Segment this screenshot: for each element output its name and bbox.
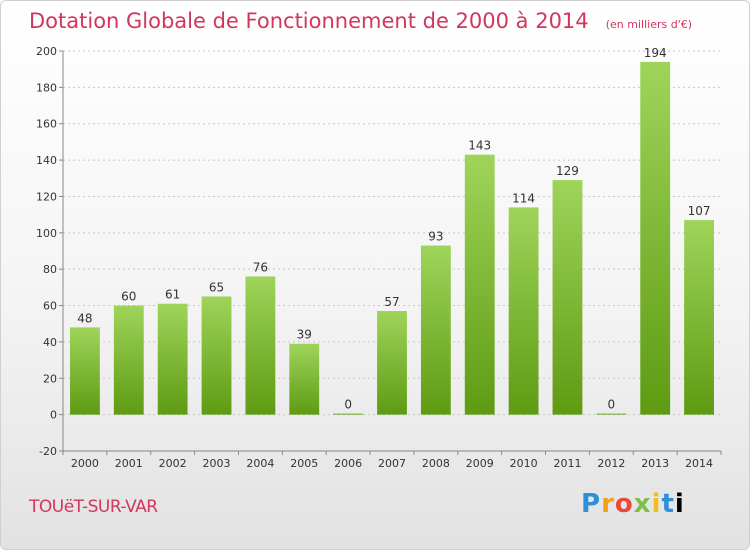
- bar: [70, 327, 100, 415]
- bar: [596, 413, 627, 415]
- bar: [508, 207, 539, 415]
- data-label: 65: [209, 280, 224, 294]
- bar: [113, 305, 144, 415]
- data-label: 129: [556, 164, 579, 178]
- x-tick-label: 2006: [334, 457, 362, 470]
- y-tick-label: 40: [43, 336, 57, 349]
- y-tick-label: 180: [36, 81, 57, 94]
- bar: [333, 413, 364, 415]
- axis-layer: -20 0 20 40 60 80 100 120 140 160 180 200 2000 2001 20…: [36, 45, 722, 470]
- bar: [289, 343, 320, 415]
- data-label: 93: [428, 230, 443, 244]
- chart-title: Dotation Globale de Fonctionnement de 20…: [29, 9, 589, 33]
- y-tick-label: 60: [43, 300, 57, 313]
- x-tick-label: 2001: [115, 457, 143, 470]
- data-label: 57: [384, 295, 399, 309]
- y-tick-label: 120: [36, 190, 57, 203]
- logo-letter: i: [674, 489, 685, 519]
- data-label: 39: [297, 328, 312, 342]
- data-label: 76: [253, 260, 268, 274]
- bar: [552, 180, 583, 415]
- x-tick-label: 2002: [159, 457, 187, 470]
- x-tick-label: 2010: [510, 457, 538, 470]
- logo-letter: r: [601, 489, 615, 519]
- bar: [640, 61, 671, 415]
- bar: [201, 296, 232, 415]
- y-tick-label: 140: [36, 154, 57, 167]
- x-tick-label: 2014: [685, 457, 713, 470]
- y-tick-label: 80: [43, 263, 57, 276]
- logo-letter: i: [651, 489, 662, 519]
- logo-letter: P: [581, 489, 602, 519]
- bar: [684, 220, 714, 415]
- y-tick-label: 0: [50, 409, 57, 422]
- data-label: 143: [468, 139, 491, 153]
- x-tick-label: 2003: [203, 457, 231, 470]
- logo-letter: o: [614, 489, 634, 519]
- bar: [377, 311, 407, 415]
- city-name: TOUëT-SUR-VAR: [29, 497, 158, 517]
- data-label: 0: [344, 397, 352, 411]
- x-tick-label: 2000: [71, 457, 99, 470]
- data-label: 48: [77, 311, 92, 325]
- proxiti-logo: Proxiti: [581, 489, 685, 519]
- y-tick-label: -20: [39, 445, 57, 458]
- x-tick-label: 2007: [378, 457, 406, 470]
- label-layer: 48 60 61 65 76 39 0 57 93 143 114 129 0 194 107: [77, 46, 710, 412]
- x-tick-label: 2011: [553, 457, 581, 470]
- bar: [420, 245, 451, 415]
- y-tick-label: 20: [43, 372, 57, 385]
- chart-subtitle: (en milliers d'€): [605, 18, 693, 31]
- y-tick-label: 100: [36, 227, 57, 240]
- x-tick-label: 2008: [422, 457, 450, 470]
- x-tick-label: 2004: [246, 457, 274, 470]
- bar: [245, 276, 276, 415]
- data-label: 107: [688, 204, 711, 218]
- chart-header: Dotation Globale de Fonctionnement de 20…: [29, 9, 692, 33]
- logo-letter: t: [661, 489, 675, 519]
- bar-layer: [70, 61, 714, 415]
- bar: [464, 154, 495, 415]
- logo-letter: x: [633, 489, 652, 519]
- data-label: 194: [644, 46, 667, 60]
- y-tick-label: 200: [36, 45, 57, 58]
- data-label: 60: [121, 290, 136, 304]
- y-tick-label: 160: [36, 118, 57, 131]
- data-label: 0: [608, 397, 616, 411]
- x-tick-label: 2012: [597, 457, 625, 470]
- x-tick-label: 2005: [290, 457, 318, 470]
- data-label: 114: [512, 191, 535, 205]
- x-tick-label: 2013: [641, 457, 669, 470]
- bar: [157, 303, 188, 415]
- data-label: 61: [165, 288, 180, 302]
- x-tick-label: 2009: [466, 457, 494, 470]
